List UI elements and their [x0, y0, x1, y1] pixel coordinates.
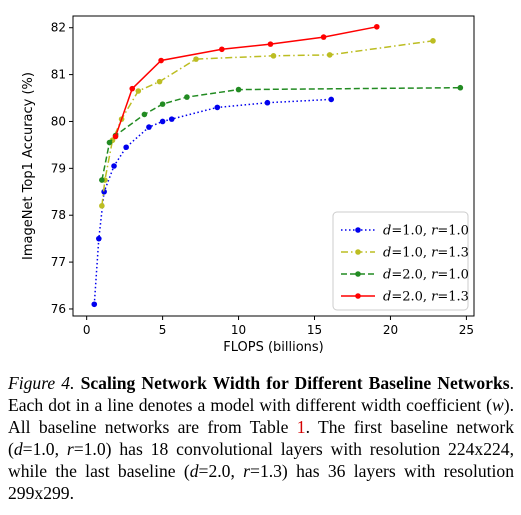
- caption-text: =1.0) has 18 convolutional layers with r…: [8, 439, 514, 481]
- legend-label: d=2.0, r=1.3: [383, 290, 469, 305]
- series-1-point: [123, 144, 129, 151]
- series-4-point: [112, 133, 119, 140]
- caption-text: . The first baseline network (: [8, 417, 514, 459]
- chart: 0 5 10 15 20 25 76 77 78 79 80 81 82 FLOPS (billion…: [21, 15, 475, 355]
- series-1-point: [159, 118, 166, 125]
- caption-var-r: r: [66, 439, 74, 459]
- series-3-point: [159, 101, 166, 107]
- legend-label: d=1.0, r=1.3: [383, 246, 469, 261]
- series-2-point: [135, 88, 142, 94]
- figure-caption: Figure 4. Scaling Network Width for Diff…: [8, 372, 514, 504]
- y-tick-label: 78: [51, 208, 66, 222]
- legend-label: d=2.0, r=1.0: [383, 268, 469, 283]
- series-line-1: [93, 98, 332, 305]
- y-axis-title: ImageNet Top1 Accuracy (%): [21, 72, 36, 260]
- series-1-point: [91, 301, 98, 308]
- x-tick-label: 20: [383, 323, 398, 337]
- y-tick-label: 76: [51, 302, 66, 316]
- series-1-point: [168, 116, 175, 122]
- legend-marker: [355, 227, 361, 233]
- series-2-point: [193, 56, 199, 62]
- caption-text: ). All baseline networks are from Table: [8, 395, 514, 437]
- series-1-point: [146, 124, 152, 130]
- series-1-point: [96, 235, 102, 242]
- y-tick-label: 81: [51, 68, 66, 82]
- y-tick-label: 80: [51, 114, 66, 128]
- x-axis: 0 5 10 15 20 25: [83, 316, 474, 337]
- series-4-point: [158, 57, 164, 64]
- series-1-point: [101, 188, 107, 195]
- series-2-point: [99, 203, 105, 209]
- legend-marker: [355, 293, 361, 299]
- series-3-point: [457, 84, 464, 91]
- table-reference-link[interactable]: 1: [296, 417, 306, 437]
- series-3-point: [99, 177, 105, 183]
- series-4-point: [219, 46, 225, 53]
- plot-frame: [72, 15, 475, 317]
- plot-area: [91, 23, 464, 308]
- series-2-point: [430, 38, 436, 44]
- series-1-point: [328, 96, 335, 103]
- legend-box: [332, 211, 469, 311]
- x-tick-label: 25: [459, 323, 474, 337]
- x-tick-label: 0: [83, 323, 91, 337]
- caption-text: =1.0,: [22, 439, 67, 459]
- series-1-point: [111, 163, 117, 169]
- caption-var-d: d: [189, 461, 199, 481]
- y-axis: 76 77 78 79 80 81 82: [51, 21, 73, 316]
- legend-label: d=1.0, r=1.0: [383, 224, 469, 239]
- series-3-point: [235, 86, 242, 93]
- caption-var-w: w: [491, 395, 504, 415]
- series-2-point: [270, 53, 277, 59]
- series-line-4: [114, 26, 377, 137]
- caption-var-d: d: [13, 439, 23, 459]
- series-3-point: [184, 94, 190, 100]
- caption-label: Figure 4.: [8, 373, 75, 393]
- series-2-point: [156, 78, 163, 85]
- caption-var-r: r: [243, 461, 251, 481]
- series-1-point: [214, 104, 221, 111]
- caption-title: Scaling Network Width for Different Base…: [80, 373, 510, 393]
- caption-text: =2.0,: [198, 461, 244, 481]
- series-4-point: [320, 34, 327, 40]
- y-tick-label: 77: [51, 255, 66, 269]
- y-tick-label: 82: [51, 21, 66, 35]
- series-1-point: [264, 99, 271, 106]
- series-3-point: [106, 139, 113, 146]
- caption-text: =1.3) has 36 layers with resolution 299x…: [8, 461, 514, 503]
- legend: d=1.0, r=1.0 d=1.0, r=1.3 d=2.0, r=1.0 d=2.…: [332, 211, 469, 311]
- legend-marker: [355, 271, 361, 277]
- x-tick-label: 5: [159, 323, 167, 337]
- series-3-point: [141, 111, 148, 118]
- x-axis-title: FLOPS (billions): [223, 340, 324, 355]
- series-4-point: [267, 41, 274, 47]
- x-tick-label: 15: [307, 323, 322, 337]
- legend-marker: [355, 249, 361, 255]
- caption-text: . Each dot in a line denotes a model wit…: [8, 373, 514, 415]
- series-4-point: [373, 23, 380, 30]
- series-4-point: [129, 85, 136, 92]
- series-line-2: [101, 40, 434, 206]
- y-tick-label: 79: [51, 161, 66, 175]
- series-2-point: [326, 52, 333, 58]
- x-tick-label: 10: [231, 323, 246, 337]
